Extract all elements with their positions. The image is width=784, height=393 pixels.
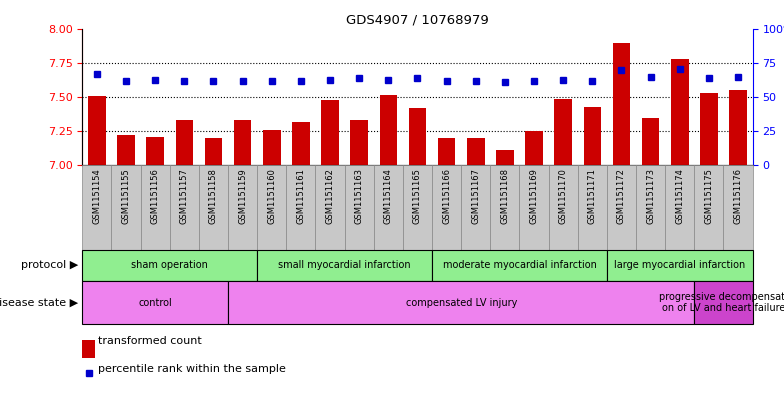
- Text: GSM1151171: GSM1151171: [588, 169, 597, 224]
- Text: GSM1151173: GSM1151173: [646, 169, 655, 224]
- Bar: [118, 135, 135, 165]
- Bar: [199, 165, 228, 250]
- Bar: [490, 165, 520, 250]
- Bar: [549, 165, 578, 250]
- Bar: [176, 120, 193, 165]
- Bar: [520, 165, 549, 250]
- Bar: [228, 165, 257, 250]
- Bar: [315, 165, 345, 250]
- Text: GSM1151172: GSM1151172: [617, 169, 626, 224]
- Text: GSM1151155: GSM1151155: [122, 169, 131, 224]
- Bar: [695, 281, 753, 324]
- Text: GSM1151168: GSM1151168: [500, 169, 510, 224]
- Text: GSM1151165: GSM1151165: [413, 169, 422, 224]
- Text: GSM1151161: GSM1151161: [296, 169, 306, 224]
- Bar: [379, 95, 397, 165]
- Bar: [432, 250, 607, 281]
- Bar: [729, 90, 747, 165]
- Bar: [345, 165, 374, 250]
- Text: sham operation: sham operation: [131, 260, 209, 270]
- Text: GSM1151174: GSM1151174: [675, 169, 684, 224]
- Text: compensated LV injury: compensated LV injury: [405, 298, 517, 308]
- Bar: [724, 165, 753, 250]
- Bar: [642, 118, 659, 165]
- Text: GSM1151169: GSM1151169: [529, 169, 539, 224]
- Bar: [140, 165, 170, 250]
- Bar: [147, 137, 164, 165]
- Bar: [671, 59, 688, 165]
- Text: protocol ▶: protocol ▶: [21, 260, 78, 270]
- Text: GSM1151170: GSM1151170: [559, 169, 568, 224]
- Text: GSM1151166: GSM1151166: [442, 169, 451, 224]
- Bar: [496, 150, 514, 165]
- Text: GSM1151164: GSM1151164: [384, 169, 393, 224]
- Bar: [613, 43, 630, 165]
- Bar: [461, 165, 490, 250]
- Bar: [234, 120, 252, 165]
- Text: GSM1151157: GSM1151157: [180, 169, 189, 224]
- Bar: [607, 165, 636, 250]
- Text: GSM1151154: GSM1151154: [93, 169, 101, 224]
- Bar: [607, 250, 753, 281]
- Bar: [350, 120, 368, 165]
- Bar: [82, 281, 228, 324]
- Text: GSM1151163: GSM1151163: [354, 169, 364, 224]
- Text: transformed count: transformed count: [98, 336, 201, 346]
- Text: GSM1151158: GSM1151158: [209, 169, 218, 224]
- Text: GSM1151159: GSM1151159: [238, 169, 247, 224]
- Bar: [257, 165, 286, 250]
- Bar: [257, 250, 432, 281]
- Text: progressive decompensati
on of LV and heart failure: progressive decompensati on of LV and he…: [659, 292, 784, 313]
- Text: control: control: [138, 298, 172, 308]
- Bar: [263, 130, 281, 165]
- Text: GSM1151175: GSM1151175: [704, 169, 713, 224]
- Bar: [695, 165, 724, 250]
- Text: GSM1151162: GSM1151162: [325, 169, 335, 224]
- Text: GSM1151167: GSM1151167: [471, 169, 481, 224]
- Bar: [286, 165, 315, 250]
- Bar: [205, 138, 222, 165]
- Bar: [88, 96, 106, 165]
- Bar: [403, 165, 432, 250]
- Bar: [700, 93, 717, 165]
- Bar: [170, 165, 199, 250]
- Text: GSM1151160: GSM1151160: [267, 169, 276, 224]
- Text: percentile rank within the sample: percentile rank within the sample: [98, 364, 286, 373]
- Bar: [82, 165, 111, 250]
- Bar: [438, 138, 456, 165]
- Bar: [525, 131, 543, 165]
- Bar: [228, 281, 695, 324]
- Text: GDS4907 / 10768979: GDS4907 / 10768979: [346, 14, 489, 27]
- Bar: [374, 165, 403, 250]
- Text: GSM1151176: GSM1151176: [734, 169, 742, 224]
- Bar: [578, 165, 607, 250]
- Bar: [665, 165, 695, 250]
- Bar: [432, 165, 461, 250]
- Bar: [111, 165, 140, 250]
- Text: GSM1151156: GSM1151156: [151, 169, 160, 224]
- Bar: [467, 138, 485, 165]
- Bar: [321, 100, 339, 165]
- Text: disease state ▶: disease state ▶: [0, 298, 78, 308]
- Text: small myocardial infarction: small myocardial infarction: [278, 260, 411, 270]
- Bar: [636, 165, 665, 250]
- Text: moderate myocardial infarction: moderate myocardial infarction: [442, 260, 597, 270]
- Bar: [408, 108, 426, 165]
- Bar: [82, 250, 257, 281]
- Text: large myocardial infarction: large myocardial infarction: [614, 260, 746, 270]
- Bar: [554, 99, 572, 165]
- Bar: [292, 122, 310, 165]
- Bar: [583, 107, 601, 165]
